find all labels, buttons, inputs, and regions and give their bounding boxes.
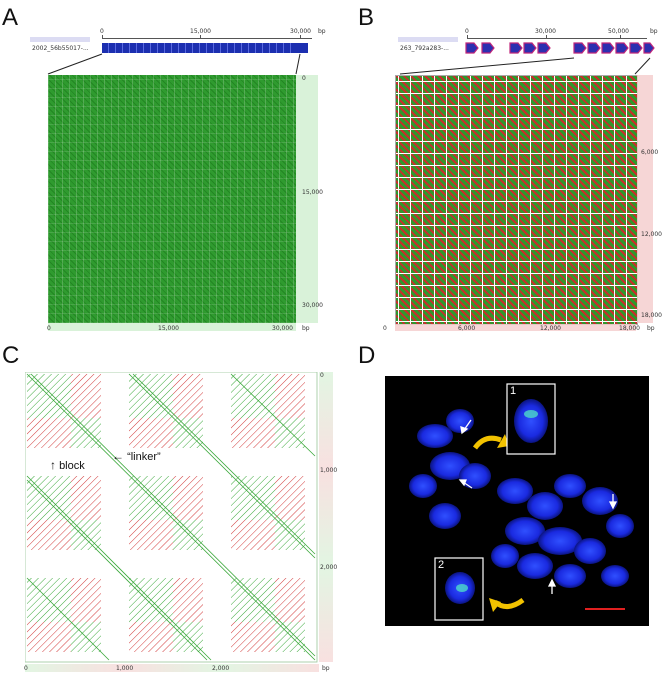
right-tick-label: 15,000 bbox=[302, 189, 323, 196]
block-3-3 bbox=[231, 578, 305, 652]
bottom-tick-label: 2,000 bbox=[212, 665, 230, 672]
linker-label: “linker” bbox=[127, 451, 161, 463]
sequence-track bbox=[398, 37, 458, 42]
inset-label-2: 2 bbox=[438, 559, 445, 571]
bottom-unit-label: bp bbox=[647, 325, 655, 332]
fish-microscopy-image bbox=[385, 376, 649, 626]
top-tick-label: 0 bbox=[465, 28, 469, 35]
signal-arrows bbox=[458, 419, 618, 594]
dotplot-matrix-a bbox=[48, 75, 296, 323]
inset-2-frame bbox=[434, 557, 484, 621]
bottom-tick-label: 1,000 bbox=[116, 665, 134, 672]
side-profile-b bbox=[637, 75, 653, 323]
right-tick-label: 18,000 bbox=[641, 312, 662, 319]
sequence-name: 263_792a283-... bbox=[400, 45, 449, 52]
zoom-lines-a bbox=[47, 53, 301, 75]
block-annotation: ↑ block bbox=[50, 458, 85, 472]
bottom-unit-label: bp bbox=[322, 665, 330, 672]
side-profile-a bbox=[296, 75, 318, 323]
bottom-tick-label: 0 bbox=[47, 325, 51, 332]
linker-annotation: ← “linker” bbox=[112, 449, 161, 463]
panel-letter-d: D bbox=[358, 342, 376, 369]
gene-annotation-bar bbox=[102, 43, 308, 53]
left-arrow-icon: ← bbox=[112, 449, 124, 463]
panel-letter-b: B bbox=[358, 4, 375, 31]
bottom-tick-label: 0 bbox=[383, 325, 387, 332]
chromosome-cluster bbox=[409, 409, 634, 588]
right-tick-label: 0 bbox=[320, 372, 324, 379]
right-tick-label: 30,000 bbox=[302, 302, 323, 309]
right-tick-label: 6,000 bbox=[641, 149, 659, 156]
yellow-arrow-1 bbox=[472, 435, 502, 450]
bottom-profile-c bbox=[25, 664, 319, 672]
panel-letter-c: C bbox=[2, 342, 20, 369]
bottom-tick-label: 12,000 bbox=[540, 325, 561, 332]
block-1-3 bbox=[231, 374, 305, 448]
bottom-tick-label: 15,000 bbox=[158, 325, 179, 332]
sequence-track bbox=[30, 37, 90, 42]
right-tick-label: 0 bbox=[302, 75, 306, 82]
bottom-profile-b bbox=[395, 324, 636, 331]
block-2-2 bbox=[129, 476, 203, 550]
right-tick-label: 1,000 bbox=[320, 467, 338, 474]
top-ruler-tick bbox=[467, 35, 468, 39]
top-ruler-b bbox=[467, 38, 647, 39]
unit-label: bp bbox=[650, 28, 658, 35]
top-ruler-tick bbox=[546, 35, 547, 39]
bottom-tick-label: 18,000 bbox=[619, 325, 640, 332]
dotplot-matrix-b bbox=[395, 75, 638, 325]
gene-annotation-bar-b bbox=[465, 42, 655, 54]
top-ruler-tick bbox=[102, 35, 103, 39]
unit-label: bp bbox=[318, 28, 326, 35]
top-tick-label: 15,000 bbox=[190, 28, 211, 35]
right-tick-label: 12,000 bbox=[641, 231, 662, 238]
top-ruler-tick bbox=[200, 35, 201, 39]
gene-annotation-end bbox=[296, 43, 306, 53]
panel-letter-a: A bbox=[2, 4, 19, 31]
top-ruler-tick bbox=[300, 35, 301, 39]
bottom-tick-label: 30,000 bbox=[272, 325, 293, 332]
sequence-name: 2002_56b55017-... bbox=[32, 45, 89, 52]
inset-label-1: 1 bbox=[510, 385, 517, 397]
top-tick-label: 30,000 bbox=[290, 28, 311, 35]
top-tick-label: 30,000 bbox=[535, 28, 556, 35]
linker-diagonals bbox=[26, 373, 316, 661]
block-2-3 bbox=[231, 476, 305, 550]
block-3-1 bbox=[27, 578, 101, 652]
zoom-lines-b bbox=[399, 57, 651, 75]
right-tick-label: 2,000 bbox=[320, 564, 338, 571]
top-ruler-a bbox=[102, 38, 312, 39]
bottom-tick-label: 0 bbox=[24, 665, 28, 672]
top-tick-label: 0 bbox=[100, 28, 104, 35]
up-arrow-icon: ↑ bbox=[50, 458, 56, 472]
top-ruler-tick bbox=[620, 35, 621, 39]
bottom-tick-label: 6,000 bbox=[458, 325, 476, 332]
top-tick-label: 50,000 bbox=[608, 28, 629, 35]
dotplot-c bbox=[25, 372, 318, 663]
side-profile-c bbox=[319, 372, 333, 662]
bottom-unit-label: bp bbox=[302, 325, 310, 332]
block-label: block bbox=[59, 460, 85, 472]
bottom-profile-a bbox=[48, 323, 296, 331]
